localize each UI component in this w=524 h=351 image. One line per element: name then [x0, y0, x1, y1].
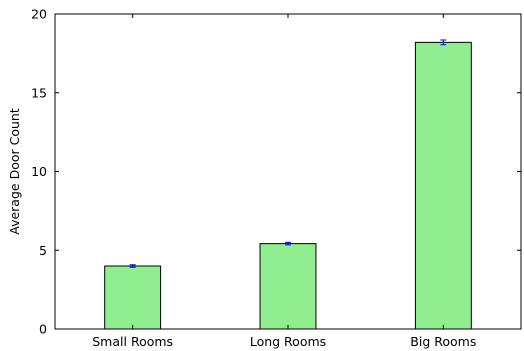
y-axis-ticks: 0 5 10 15 20: [31, 7, 521, 337]
y-tick-label: 15: [31, 85, 47, 100]
x-tick-label: Small Rooms: [92, 334, 173, 349]
x-axis-ticks: Small Rooms Long Rooms Big Rooms: [92, 14, 476, 349]
x-tick-label: Long Rooms: [250, 334, 326, 349]
bars-layer: [104, 41, 472, 330]
y-tick-label: 0: [39, 322, 47, 337]
y-axis-label: Average Door Count: [7, 108, 22, 235]
bar: [104, 265, 162, 330]
bar: [414, 41, 472, 330]
y-tick-label: 20: [31, 7, 47, 22]
x-tick-label: Big Rooms: [410, 334, 476, 349]
bar: [259, 243, 317, 330]
error-bars-layer: [129, 39, 447, 268]
y-tick-label: 5: [39, 243, 47, 258]
y-tick-label: 10: [31, 164, 47, 179]
